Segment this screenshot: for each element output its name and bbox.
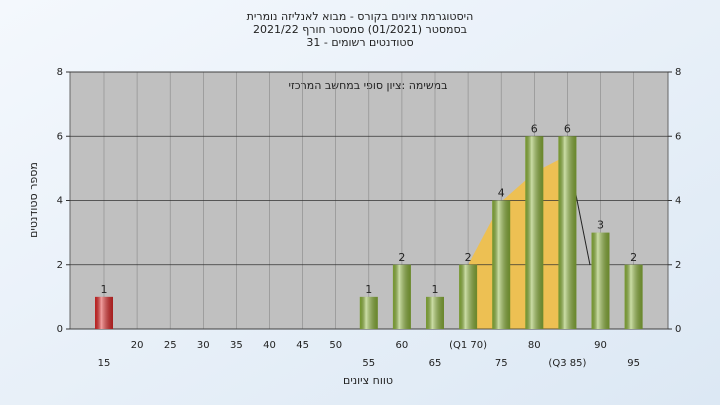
x-tick-label: 40 — [263, 340, 276, 351]
x-tick-label: 95 — [627, 358, 640, 369]
y2-tick-label: 2 — [675, 260, 681, 271]
chart-title: היסטוגרמת ציונים בקורס - מבוא לאנליזה נו… — [247, 10, 474, 23]
x-tick-label: 35 — [230, 340, 243, 351]
y2-tick-label: 8 — [675, 67, 681, 78]
y-tick-label: 2 — [57, 260, 63, 271]
data-label: 2 — [630, 251, 637, 264]
data-label: 2 — [398, 251, 405, 264]
bar-shine — [492, 200, 511, 329]
y-tick-label: 0 — [57, 324, 63, 335]
data-label: 2 — [465, 251, 472, 264]
y-tick-label: 6 — [57, 131, 63, 142]
x-tick-label: 45 — [296, 340, 309, 351]
data-label: 1 — [101, 283, 108, 296]
bar-shine — [525, 136, 544, 329]
y-tick-label: 4 — [57, 196, 63, 207]
x-tick-label: 65 — [429, 358, 442, 369]
chart-subtitle: בסמסטר (01/2021) סמסטר חורף 2021/22 — [253, 23, 467, 36]
annotation: במשימה :ציון סופי במחשב המרכזי — [288, 79, 447, 92]
x-tick-label: 15 — [98, 358, 111, 369]
data-label: 6 — [531, 122, 538, 135]
x-tick-label: 90 — [594, 340, 607, 351]
data-label: 6 — [564, 122, 571, 135]
bar-shine — [95, 296, 113, 329]
data-label: 1 — [365, 283, 372, 296]
x-tick-label: 80 — [528, 340, 541, 351]
chart-subtitle: סטודנטים רשומים - 31 — [306, 36, 413, 49]
x-tick-label: 55 — [362, 358, 375, 369]
bar-shine — [392, 264, 411, 329]
x-tick-label: (Q3 85) — [548, 358, 586, 369]
x-axis-label: טווח ציונים — [343, 374, 393, 387]
bar-shine — [359, 296, 378, 329]
data-label: 1 — [432, 283, 439, 296]
data-label: 3 — [597, 219, 604, 232]
y2-tick-label: 0 — [675, 324, 681, 335]
bar-shine — [558, 136, 577, 329]
x-tick-label: 30 — [197, 340, 210, 351]
x-tick-label: 25 — [164, 340, 177, 351]
y-axis-label: מספר סטודנטים — [27, 162, 40, 238]
x-tick-label: 60 — [396, 340, 409, 351]
x-tick-label: 50 — [329, 340, 342, 351]
y2-tick-label: 6 — [675, 131, 681, 142]
x-tick-label: 75 — [495, 358, 508, 369]
bar-shine — [624, 264, 643, 329]
x-tick-label: 20 — [131, 340, 144, 351]
bar-shine — [459, 264, 478, 329]
bar-shine — [426, 296, 444, 329]
y-tick-label: 8 — [57, 67, 63, 78]
x-tick-label: (Q1 70) — [449, 340, 487, 351]
y2-tick-label: 4 — [675, 196, 681, 207]
data-label: 4 — [498, 187, 505, 200]
bar-shine — [591, 232, 610, 329]
